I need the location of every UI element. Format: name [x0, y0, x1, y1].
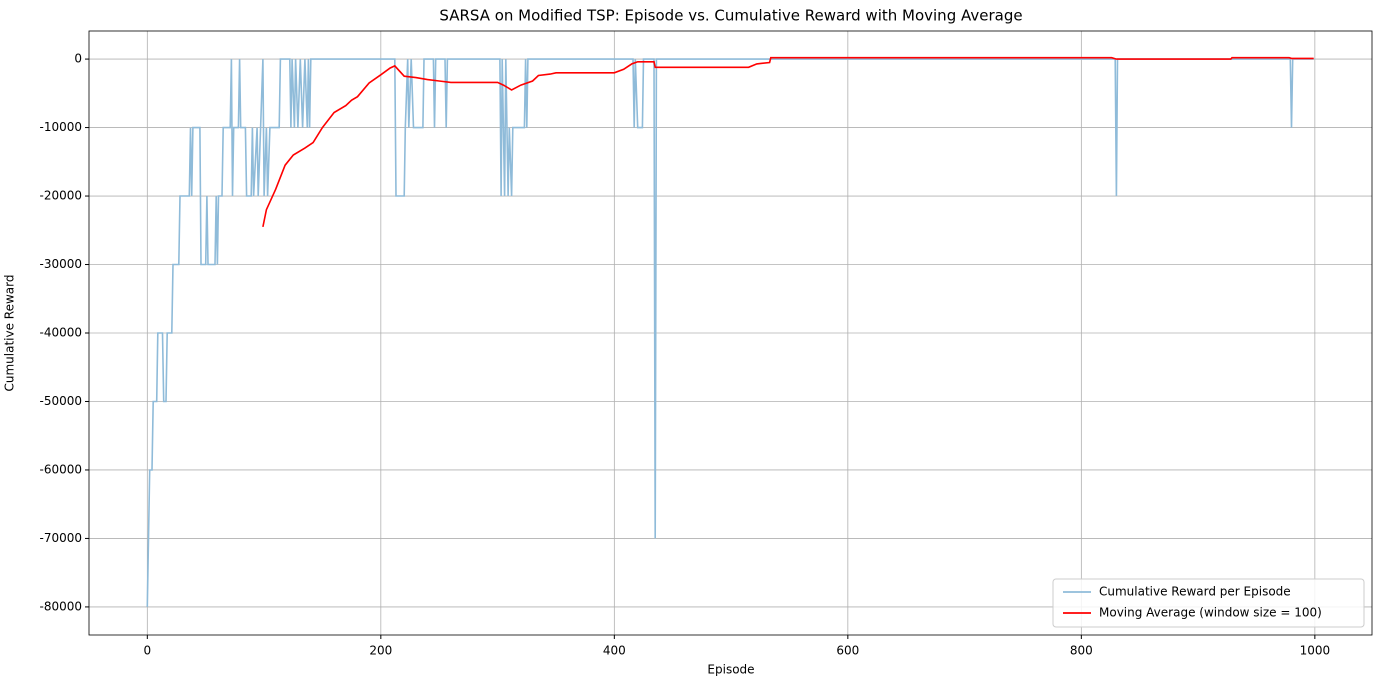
- legend-label: Moving Average (window size = 100): [1099, 606, 1322, 620]
- x-tick-label: 400: [603, 644, 626, 658]
- chart-title: SARSA on Modified TSP: Episode vs. Cumul…: [439, 7, 1022, 25]
- y-tick-label: -40000: [39, 326, 82, 340]
- x-tick-label: 0: [143, 644, 151, 658]
- y-axis-label: Cumulative Reward: [3, 275, 17, 392]
- legend-label: Cumulative Reward per Episode: [1099, 585, 1291, 599]
- x-tick-label: 600: [836, 644, 859, 658]
- plot-frame: [88, 30, 1373, 636]
- x-axis-label: Episode: [707, 663, 754, 677]
- y-tick-label: -70000: [39, 531, 82, 545]
- y-tick-label: -50000: [39, 394, 82, 408]
- y-tick-label: 0: [74, 52, 82, 66]
- x-tick-label: 1000: [1300, 644, 1331, 658]
- y-tick-label: -20000: [39, 189, 82, 203]
- y-tick-label: -10000: [39, 120, 82, 134]
- y-tick-label: -60000: [39, 462, 82, 476]
- y-tick-label: -80000: [39, 599, 82, 613]
- series-line: [262, 56, 1314, 228]
- series-line: [146, 58, 1314, 607]
- x-tick-label: 800: [1070, 644, 1093, 658]
- legend-box: [1052, 578, 1365, 628]
- x-tick-label: 200: [369, 644, 392, 658]
- y-tick-label: -30000: [39, 257, 82, 271]
